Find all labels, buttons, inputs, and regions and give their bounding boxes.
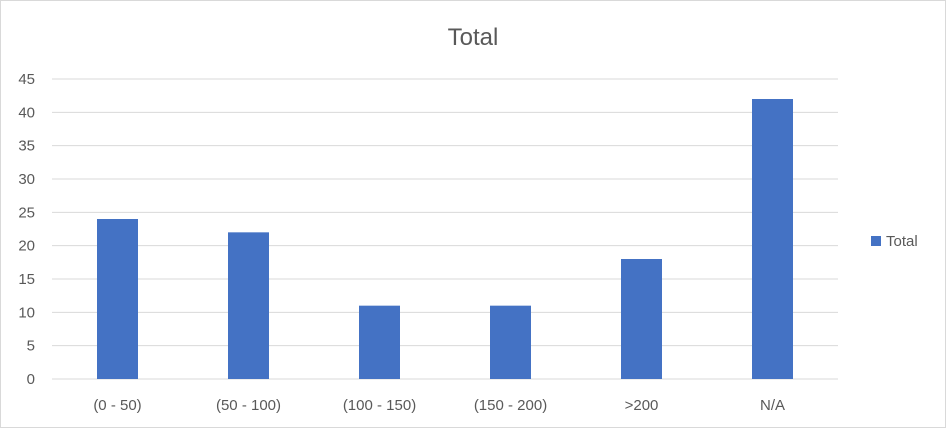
legend-label: Total — [886, 233, 918, 250]
bar — [359, 305, 400, 379]
bar — [490, 305, 531, 379]
legend: Total — [871, 233, 918, 250]
gridlines — [52, 78, 838, 380]
y-tick-label: 45 — [18, 71, 35, 88]
x-tick-label: >200 — [625, 397, 659, 414]
y-tick-label: 35 — [18, 138, 35, 155]
x-tick-label: (50 - 100) — [216, 397, 281, 414]
bar — [752, 99, 793, 379]
x-tick-label: (100 - 150) — [343, 397, 416, 414]
y-tick-label: 30 — [18, 171, 35, 188]
y-tick-label: 25 — [18, 204, 35, 221]
x-tick-label: N/A — [760, 397, 785, 414]
bars — [97, 99, 793, 379]
legend-swatch — [871, 236, 881, 246]
bar — [228, 232, 269, 379]
y-tick-label: 40 — [18, 104, 35, 121]
y-tick-label: 0 — [27, 371, 35, 388]
y-tick-label: 10 — [18, 304, 35, 321]
y-tick-label: 5 — [27, 338, 35, 355]
bar — [621, 259, 662, 379]
x-tick-label: (150 - 200) — [474, 397, 547, 414]
chart-title: Total — [448, 24, 499, 51]
x-axis-ticks: (0 - 50) (50 - 100) (100 - 150) (150 - 200)… — [93, 397, 785, 414]
bar — [97, 219, 138, 379]
y-tick-label: 20 — [18, 238, 35, 255]
x-tick-label: (0 - 50) — [93, 397, 141, 414]
y-axis-ticks: 0 5 10 15 20 25 30 35 40 45 — [18, 71, 35, 388]
y-tick-label: 15 — [18, 271, 35, 288]
